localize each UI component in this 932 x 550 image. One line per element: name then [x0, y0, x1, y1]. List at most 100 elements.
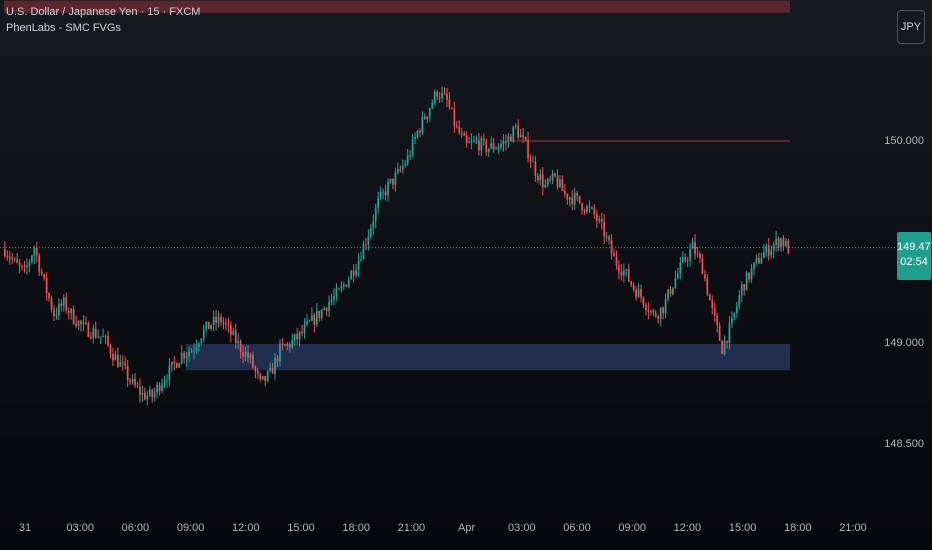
candle-body	[657, 316, 660, 319]
candle-body	[207, 321, 210, 329]
candle-body	[421, 116, 424, 133]
candle-body	[767, 245, 770, 256]
candle-body	[18, 262, 21, 266]
candle-body	[31, 255, 33, 262]
candle-body	[561, 179, 564, 191]
candle-body	[475, 140, 478, 142]
candle-body	[281, 343, 284, 345]
candle-body	[411, 138, 414, 156]
candle-body	[379, 191, 382, 199]
candle-body	[151, 389, 154, 398]
candle-body	[529, 158, 532, 162]
candle-body	[382, 191, 384, 193]
candle-body	[706, 278, 709, 295]
candle-body	[377, 198, 380, 208]
candle-body	[448, 99, 451, 108]
candle-body	[613, 253, 615, 257]
candle-body	[102, 336, 104, 338]
candle-body	[328, 302, 330, 312]
candle-body	[414, 137, 416, 139]
time-tick-label: 12:00	[232, 522, 260, 534]
candle-body	[156, 384, 159, 393]
candle-body	[760, 258, 763, 264]
candle-body	[190, 351, 193, 353]
candle-body	[119, 362, 122, 367]
candle-body	[134, 378, 136, 386]
candle-body	[227, 324, 230, 326]
candle-body	[131, 378, 134, 382]
candle-body	[416, 130, 419, 138]
candle-body	[436, 91, 439, 97]
candle-body	[80, 320, 82, 325]
candle-body	[256, 371, 259, 374]
time-tick-label: 15:00	[287, 522, 315, 534]
candle-body	[40, 271, 43, 275]
time-tick-label: 21:00	[397, 522, 426, 534]
candle-body	[374, 207, 377, 222]
candle-body	[603, 221, 606, 237]
candle-body	[409, 155, 412, 157]
candle-body	[738, 295, 741, 306]
candle-body	[726, 340, 728, 343]
candle-body	[443, 92, 446, 94]
candle-body	[180, 352, 183, 364]
candle-body	[318, 310, 321, 318]
bar-countdown: 02:54	[900, 256, 928, 268]
candle-body	[325, 307, 328, 312]
candle-body	[347, 279, 350, 287]
candle-body	[315, 310, 318, 325]
candle-body	[92, 328, 95, 338]
candle-body	[372, 221, 375, 228]
time-tick-label: 18:00	[342, 522, 370, 534]
candle-body	[517, 125, 520, 138]
candle-body	[537, 175, 539, 181]
time-tick-label: 03:00	[508, 522, 536, 534]
candle-body	[247, 352, 249, 358]
candle-body	[185, 355, 188, 359]
candle-body	[539, 174, 542, 181]
candle-body	[99, 336, 102, 338]
candle-body	[215, 316, 217, 323]
candle-body	[681, 257, 684, 263]
candle-body	[482, 138, 485, 141]
candle-body	[362, 244, 365, 260]
candle-body	[355, 270, 357, 276]
candle-body	[487, 148, 490, 153]
candle-body	[507, 136, 510, 143]
candle-body	[473, 140, 475, 142]
candle-body	[6, 256, 9, 258]
candle-body	[116, 354, 119, 367]
candle-body	[94, 328, 97, 338]
candle-body	[173, 361, 176, 364]
candle-body	[77, 320, 80, 327]
candle-body	[492, 143, 495, 150]
candle-body	[178, 363, 181, 368]
candle-body	[740, 284, 743, 296]
candle-body	[460, 133, 463, 135]
candle-body	[58, 303, 60, 315]
candle-body	[357, 260, 360, 271]
candle-body	[50, 298, 53, 310]
candle-body	[716, 315, 719, 326]
candle-body	[205, 321, 208, 330]
time-tick-label: 18:00	[784, 522, 812, 534]
candle-body	[615, 256, 618, 266]
candle-body	[229, 324, 232, 335]
candle-body	[762, 252, 765, 259]
candle-body	[26, 265, 28, 268]
candle-body	[308, 320, 311, 322]
candle-body	[640, 289, 642, 298]
candle-body	[622, 270, 625, 276]
candle-body	[490, 143, 493, 149]
currency-button[interactable]: JPY	[897, 10, 925, 44]
candle-body	[451, 107, 453, 109]
candle-body	[556, 176, 559, 187]
candle-body	[735, 305, 738, 314]
candle-body	[667, 289, 669, 299]
candle-body	[446, 93, 448, 100]
candle-body	[72, 308, 75, 324]
candle-body	[198, 343, 200, 347]
indicator-name[interactable]: PhenLabs - SMC FVGs	[6, 22, 121, 34]
candle-body	[288, 343, 291, 348]
